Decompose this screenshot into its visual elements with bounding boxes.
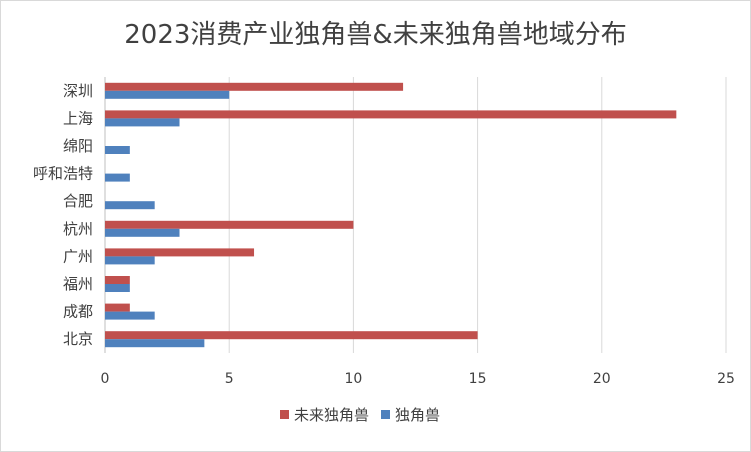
category-label: 上海 (63, 109, 93, 127)
bar-unicorn (105, 228, 180, 237)
category-label: 呼和浩特 (33, 165, 93, 183)
chart-title: 2023消费产业独角兽&未来独角兽地域分布 (124, 20, 627, 50)
category-label: 杭州 (63, 220, 93, 238)
bar-future-unicorn (105, 110, 677, 119)
bar-future-unicorn (105, 220, 354, 229)
legend-swatch (280, 410, 289, 419)
bar-unicorn (105, 146, 130, 154)
bar-future-unicorn (105, 248, 255, 257)
category-label: 合肥 (63, 192, 93, 210)
category-label: 深圳 (63, 82, 93, 100)
x-tick-label: 5 (225, 371, 234, 387)
category-label: 福州 (63, 275, 93, 293)
x-tick-label: 25 (717, 371, 735, 387)
category-label: 绵阳 (63, 137, 93, 155)
bar-future-unicorn (105, 82, 404, 91)
x-tick-label: 20 (593, 371, 611, 387)
bar-unicorn (105, 339, 205, 348)
category-labels: 北京 成都 福州 广州 杭州 合肥 呼和浩特 绵阳 上海 深圳 (33, 82, 93, 348)
bar-unicorn (105, 173, 130, 182)
bar-unicorn (105, 90, 230, 99)
x-tick-label: 15 (469, 371, 487, 387)
bar-unicorn (105, 256, 155, 265)
bars (105, 82, 677, 348)
bar-unicorn (105, 284, 130, 292)
legend: 未来独角兽 独角兽 (280, 406, 440, 424)
x-tick-label: 0 (101, 371, 110, 387)
x-tick-labels: 0 5 10 15 20 25 (101, 371, 735, 387)
bar-unicorn (105, 311, 155, 320)
x-tick-label: 10 (344, 371, 362, 387)
bar-future-unicorn (105, 303, 130, 312)
bar-unicorn (105, 118, 180, 127)
bar-unicorn (105, 201, 155, 210)
bar-future-unicorn (105, 331, 478, 340)
category-label: 成都 (63, 303, 93, 321)
legend-label: 未来独角兽 (294, 406, 369, 424)
bar-future-unicorn (105, 276, 130, 284)
category-label: 广州 (63, 247, 93, 265)
legend-label: 独角兽 (395, 406, 440, 424)
category-label: 北京 (63, 330, 93, 348)
legend-swatch (381, 410, 390, 419)
